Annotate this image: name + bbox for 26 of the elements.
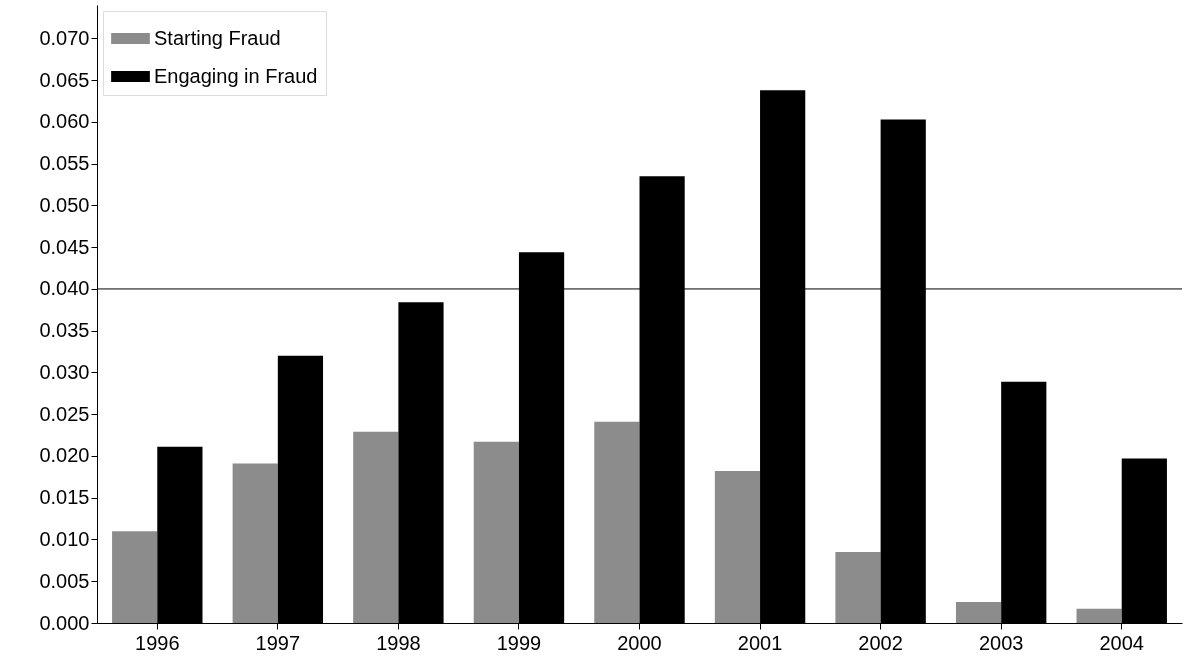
x-tick-label: 1998 bbox=[376, 631, 421, 654]
x-tick-label: 2001 bbox=[737, 631, 783, 654]
x-tick-label: 2003 bbox=[978, 631, 1024, 654]
y-tick-label: 0.000 bbox=[39, 611, 90, 634]
x-tick-label: 1997 bbox=[255, 631, 301, 654]
y-tick-label: 0.050 bbox=[39, 193, 90, 216]
y-tick-label: 0.025 bbox=[39, 402, 90, 425]
y-tick-label: 0.020 bbox=[39, 444, 90, 467]
x-tick-label: 1996 bbox=[135, 631, 180, 654]
y-tick-label: 0.060 bbox=[39, 110, 90, 133]
x-tick-label: 2002 bbox=[858, 631, 903, 654]
y-tick-label: 0.045 bbox=[39, 235, 90, 258]
legend-label: Starting Fraud bbox=[154, 26, 281, 49]
y-tick-label: 0.010 bbox=[39, 527, 90, 550]
y-tick-label: 0.030 bbox=[39, 360, 90, 383]
y-tick-label: 0.005 bbox=[39, 569, 90, 592]
y-tick-label: 0.055 bbox=[39, 152, 90, 175]
y-tick-label: 0.070 bbox=[39, 26, 90, 49]
y-tick-label: 0.040 bbox=[39, 277, 90, 300]
x-tick-label: 2000 bbox=[617, 631, 662, 654]
x-tick-label: 2004 bbox=[1099, 631, 1144, 654]
y-tick-label: 0.015 bbox=[39, 486, 90, 509]
y-tick-label: 0.065 bbox=[39, 68, 90, 91]
y-tick-label: 0.035 bbox=[39, 319, 90, 342]
legend-label: Engaging in Fraud bbox=[154, 64, 318, 87]
x-tick-label: 1999 bbox=[496, 631, 542, 654]
